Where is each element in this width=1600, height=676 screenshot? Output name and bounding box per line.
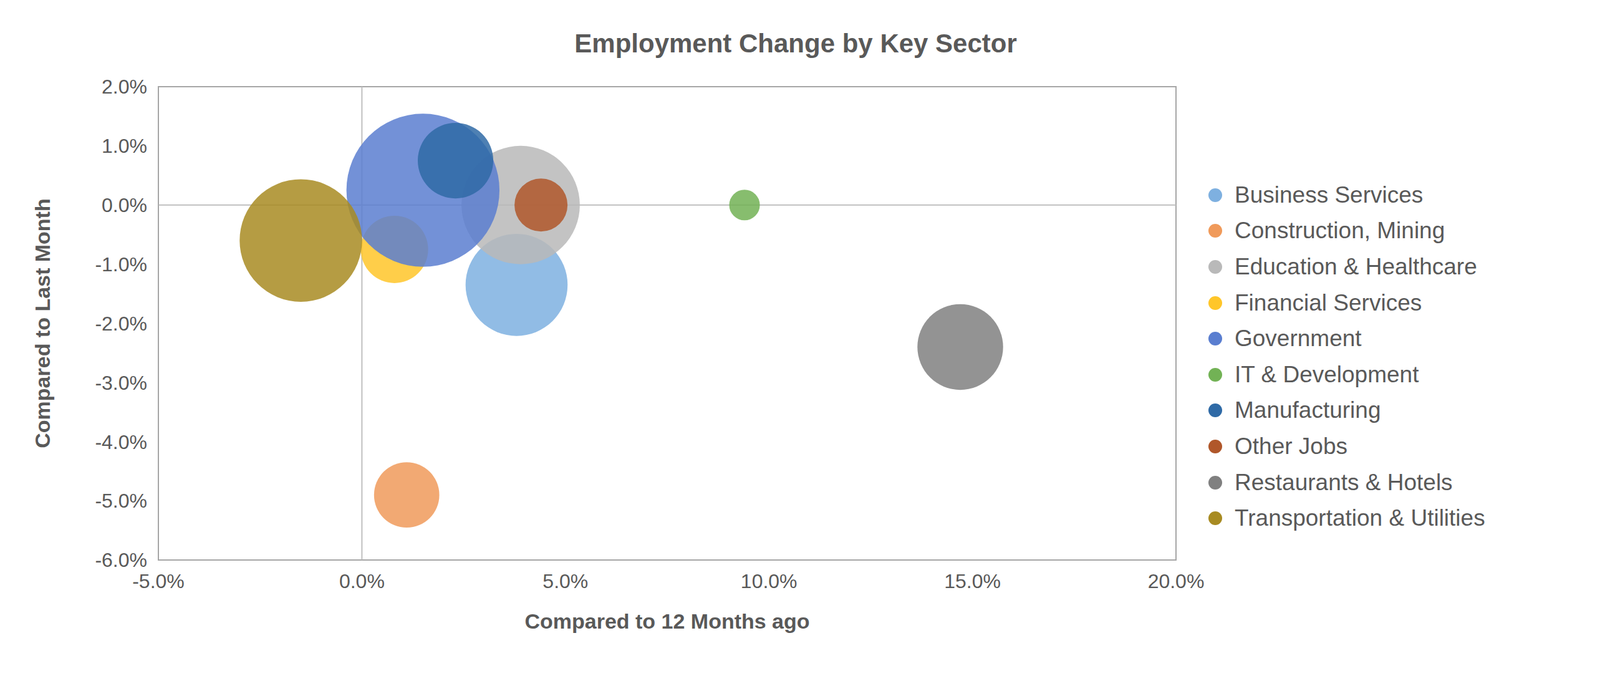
svg-text:0.0%: 0.0% xyxy=(339,569,385,593)
html-text:Employment Change by Key Secto: Employment Change by Key Sector xyxy=(574,28,1017,58)
svg-text:-5.0%: -5.0% xyxy=(132,569,185,593)
html-text:Restaurants & Hotels: Restaurants & Hotels xyxy=(1234,469,1453,495)
svg-text:0.0%: 0.0% xyxy=(101,193,148,217)
svg-text:-6.0%: -6.0% xyxy=(94,548,148,572)
html-text:Education & Healthcare: Education & Healthcare xyxy=(1234,253,1478,280)
html-text:Transportation & Utilities: Transportation & Utilities xyxy=(1234,505,1486,531)
svg-text:Compared to Last Month: Compared to Last Month xyxy=(30,198,55,448)
svg-text:5.0%: 5.0% xyxy=(542,569,588,593)
html-text:Construction, Mining: Construction, Mining xyxy=(1234,217,1445,244)
svg-text:-1.0%: -1.0% xyxy=(94,253,148,276)
svg-text:10.0%: 10.0% xyxy=(740,569,798,593)
svg-text:-5.0%: -5.0% xyxy=(94,489,148,512)
html-text:Financial Services: Financial Services xyxy=(1234,289,1422,316)
svg-text:15.0%: 15.0% xyxy=(944,569,1001,593)
html-text:Manufacturing: Manufacturing xyxy=(1234,397,1381,424)
html-text:Business Services: Business Services xyxy=(1234,181,1424,208)
html-text:IT & Development: IT & Development xyxy=(1234,361,1419,388)
svg-text:-4.0%: -4.0% xyxy=(94,430,148,454)
html-text:Government: Government xyxy=(1234,325,1362,352)
html-text:Other Jobs: Other Jobs xyxy=(1234,433,1348,459)
svg-text:Compared to 12 Months ago: Compared to 12 Months ago xyxy=(524,609,810,633)
svg-text:-2.0%: -2.0% xyxy=(94,312,148,335)
svg-text:1.0%: 1.0% xyxy=(101,134,148,158)
svg-text:2.0%: 2.0% xyxy=(101,75,148,98)
svg-text:20.0%: 20.0% xyxy=(1147,569,1205,593)
svg-text:-3.0%: -3.0% xyxy=(94,371,148,395)
